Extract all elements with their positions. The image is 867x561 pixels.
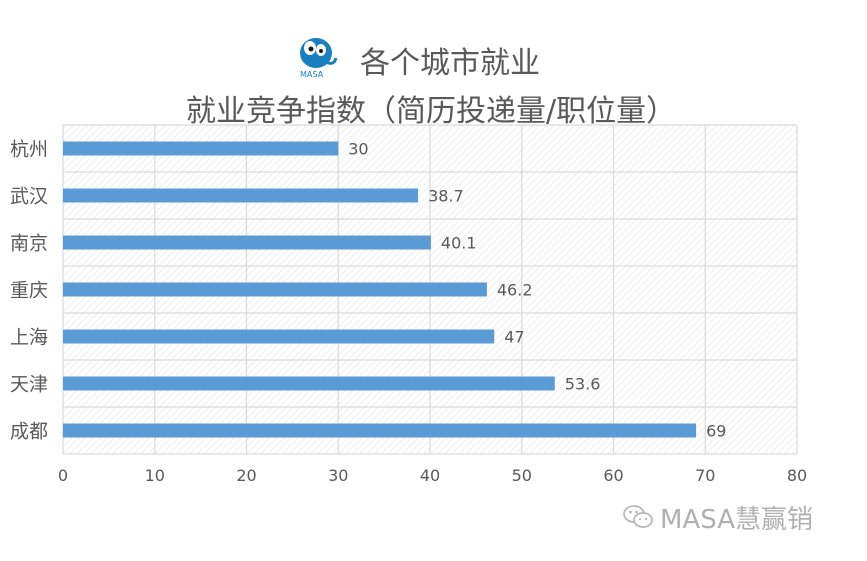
bar-4 <box>63 329 495 344</box>
data-label-4: 47 <box>504 328 524 347</box>
data-label-1: 38.7 <box>428 187 464 206</box>
bar-2 <box>63 235 431 250</box>
chart-title-line2: 就业竞争指数（简历投递量/职位量） <box>186 94 677 129</box>
data-label-5: 53.6 <box>565 375 601 394</box>
data-label-2: 40.1 <box>441 234 477 253</box>
watermark: MASA慧赢销 <box>622 501 813 535</box>
x-tick-label-8: 80 <box>787 466 807 485</box>
bar-6 <box>63 423 697 438</box>
x-tick-label-2: 20 <box>236 466 256 485</box>
x-tick-label-3: 30 <box>328 466 348 485</box>
category-label-4: 上海 <box>10 327 48 349</box>
chart-title-line1: 各个城市就业 <box>360 46 540 81</box>
wechat-icon <box>623 505 653 528</box>
watermark-text: MASA慧赢销 <box>660 504 813 535</box>
category-label-1: 武汉 <box>10 186 48 208</box>
bar-0 <box>63 141 339 156</box>
category-label-5: 天津 <box>10 374 48 396</box>
category-label-6: 成都 <box>10 421 48 443</box>
category-label-3: 重庆 <box>10 280 48 302</box>
masa-logo-icon: MASA <box>300 38 338 79</box>
x-tick-label-5: 50 <box>512 466 532 485</box>
x-tick-label-7: 70 <box>695 466 715 485</box>
x-tick-label-6: 60 <box>603 466 623 485</box>
x-tick-label-1: 10 <box>145 466 165 485</box>
logo-text: MASA <box>300 70 324 79</box>
data-label-0: 30 <box>348 140 368 159</box>
data-label-3: 46.2 <box>497 281 533 300</box>
x-tick-label-4: 40 <box>420 466 440 485</box>
bar-5 <box>63 376 555 391</box>
x-tick-label-0: 0 <box>58 466 68 485</box>
category-label-0: 杭州 <box>10 139 48 161</box>
data-label-6: 69 <box>706 422 726 441</box>
chart-card: MASA 各个城市就业 就业竞争指数（简历投递量/职位量） 杭州武汉南京重庆上海… <box>10 38 808 485</box>
bar-3 <box>63 282 487 297</box>
bar-1 <box>63 188 419 203</box>
category-label-2: 南京 <box>10 233 48 255</box>
